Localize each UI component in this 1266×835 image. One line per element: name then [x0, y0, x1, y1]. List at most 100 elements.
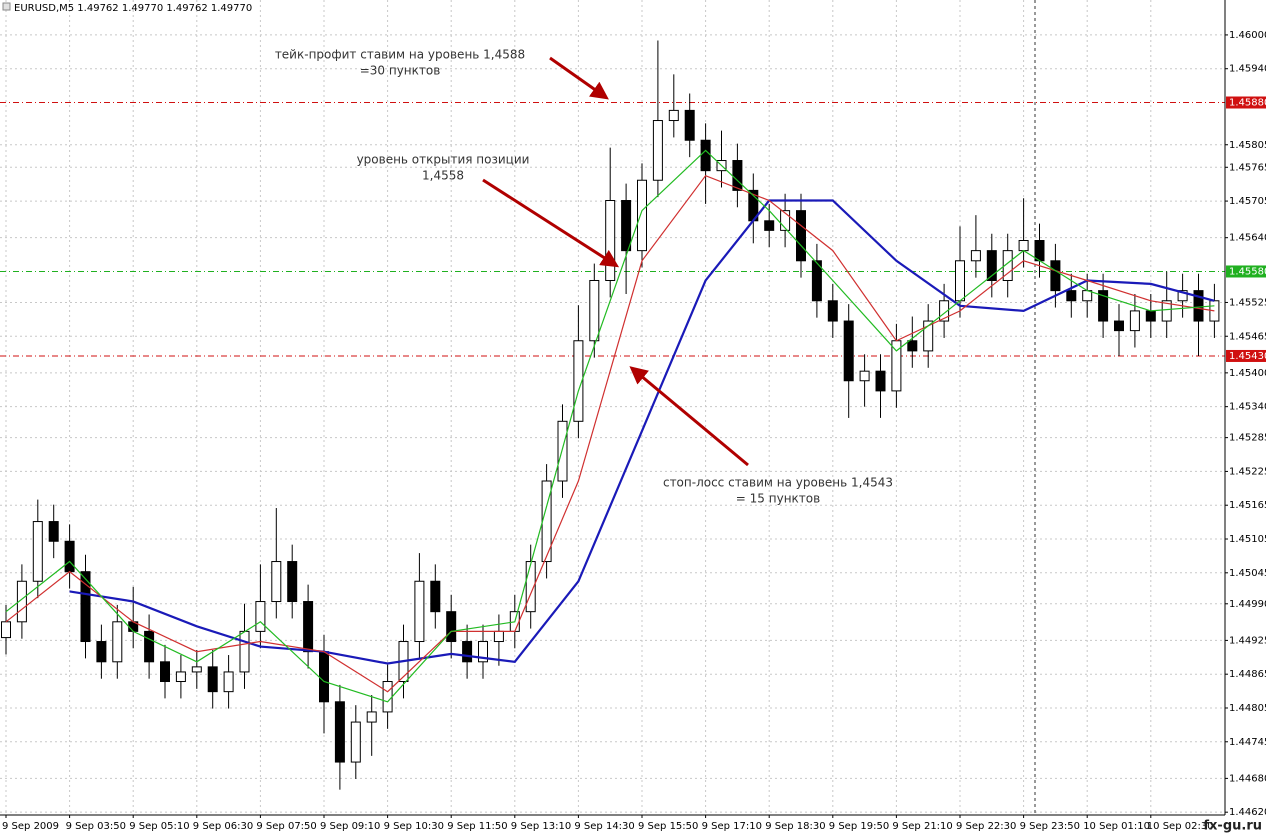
candle-body — [843, 320, 854, 382]
arrow — [629, 366, 749, 467]
candle-body — [1098, 290, 1109, 322]
y-tick-label: 1.45165 — [1229, 500, 1266, 511]
candle-body — [1, 621, 11, 639]
candle-body — [1050, 260, 1061, 292]
annotation: =30 пунктов — [360, 64, 441, 78]
y-tick-label: 1.45705 — [1229, 196, 1266, 207]
level-box — [1226, 349, 1266, 362]
arrow — [482, 178, 620, 268]
x-tick-label: 9 Sep 09:10 — [320, 821, 380, 832]
moving-average — [69, 199, 1215, 665]
candle-body — [637, 179, 647, 252]
chart-title: EURUSD,M5 1.49762 1.49770 1.49762 1.4977… — [14, 3, 252, 14]
arrow — [549, 56, 609, 100]
annotation: стоп-лосс ставим на уровень 1,4543 — [663, 476, 893, 490]
candle-body — [621, 200, 632, 252]
y-tick-label: 1.45465 — [1229, 331, 1266, 342]
level-label: 1.45430 — [1229, 351, 1266, 362]
candle-body — [96, 641, 107, 663]
candle-body — [493, 630, 504, 643]
indicator-lines — [5, 149, 1215, 703]
x-tick-label: 9 Sep 03:50 — [66, 821, 126, 832]
x-tick-label: 9 Sep 15:50 — [638, 821, 698, 832]
candle-body — [970, 250, 981, 262]
x-tick-label: 9 Sep 13:10 — [511, 821, 571, 832]
candle-body — [796, 210, 806, 262]
candle-body — [525, 561, 536, 613]
candle-body — [334, 701, 345, 763]
candle-body — [668, 109, 679, 122]
y-tick-label: 1.45285 — [1229, 433, 1266, 444]
candle-body — [80, 571, 91, 643]
candle-body — [287, 561, 298, 603]
candle-body — [446, 611, 457, 643]
candle-body — [382, 681, 393, 713]
x-tick-label: 10 Sep 01:10 — [1083, 821, 1150, 832]
candle-body — [1066, 290, 1077, 302]
annotation: = 15 пунктов — [736, 492, 820, 506]
y-tick-label: 1.44865 — [1229, 669, 1266, 680]
candle-body — [1177, 290, 1188, 302]
candle-body — [1018, 240, 1029, 252]
candle-body — [319, 651, 329, 703]
candle-body — [223, 671, 234, 693]
candle-body — [684, 109, 695, 141]
moving-average — [5, 149, 1215, 703]
candle-body — [605, 200, 616, 281]
candle-body — [700, 139, 711, 172]
candle-body — [16, 580, 27, 623]
level-box — [1226, 265, 1266, 278]
annotation: уровень открытия позиции — [357, 153, 530, 167]
x-tick-label: 9 Sep 06:30 — [193, 821, 253, 832]
candle-body — [303, 601, 314, 653]
candle-body — [191, 666, 202, 673]
x-tick-label: 9 Sep 23:50 — [1020, 821, 1080, 832]
y-tick-label: 1.44620 — [1229, 807, 1266, 818]
candle-body — [255, 601, 266, 632]
candle-body — [462, 641, 473, 663]
x-tick-label: 9 Sep 17:10 — [702, 821, 762, 832]
y-tick-label: 1.45400 — [1229, 368, 1266, 379]
candle-body — [112, 621, 123, 663]
candle-body — [160, 661, 170, 683]
candle-body — [1193, 290, 1204, 322]
y-tick-label: 1.45940 — [1229, 64, 1266, 75]
x-tick-label: 9 Sep 22:30 — [956, 821, 1016, 832]
candle-body — [939, 300, 950, 322]
candle-body — [955, 260, 965, 302]
y-tick-label: 1.45105 — [1229, 534, 1266, 545]
y-tick-label: 1.45340 — [1229, 402, 1266, 413]
candles — [1, 40, 1220, 790]
moving-average — [5, 174, 1215, 693]
candle-body — [1161, 300, 1172, 322]
candle-body — [923, 320, 934, 352]
level-box — [1226, 96, 1266, 109]
candle-body — [32, 521, 43, 582]
axis: 1.46000 1.45940 1.45805 1.45765 1.45705 1.456… — [2, 30, 1266, 832]
x-tick-label: 9 Sep 18:30 — [765, 821, 825, 832]
y-tick-label: 1.46000 — [1229, 30, 1266, 41]
candle-body — [1002, 250, 1013, 281]
symbol-icon — [2, 2, 11, 11]
candle-body — [907, 340, 918, 352]
candle-body — [573, 340, 584, 422]
candle-body — [732, 160, 743, 191]
y-tick-label: 1.45765 — [1229, 162, 1266, 173]
x-tick-label: 9 Sep 19:50 — [829, 821, 889, 832]
x-tick-label: 9 Sep 2009 — [2, 821, 59, 832]
candle-body — [859, 370, 870, 382]
x-tick-label: 10 Sep 02:30 — [1147, 821, 1214, 832]
candle-body — [271, 561, 282, 603]
y-tick-label: 1.45225 — [1229, 466, 1266, 477]
candle-body — [207, 666, 218, 693]
y-tick-label: 1.45525 — [1229, 297, 1266, 308]
candle-body — [64, 540, 75, 573]
candle-body — [652, 120, 663, 181]
candle-body — [430, 580, 441, 613]
y-tick-label: 1.44805 — [1229, 703, 1266, 714]
candle-body — [1145, 310, 1156, 322]
candle-body — [557, 420, 568, 482]
